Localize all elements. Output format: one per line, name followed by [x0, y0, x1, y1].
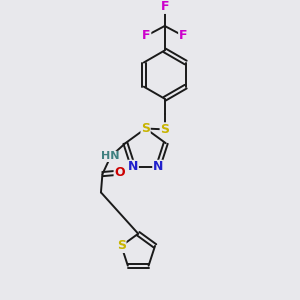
- Text: S: S: [117, 239, 126, 252]
- Text: S: S: [160, 123, 169, 136]
- Text: O: O: [114, 166, 125, 179]
- Text: HN: HN: [101, 152, 120, 161]
- Text: N: N: [128, 160, 138, 173]
- Text: S: S: [141, 122, 150, 135]
- Text: F: F: [142, 29, 151, 42]
- Text: F: F: [179, 29, 187, 42]
- Text: F: F: [160, 0, 169, 13]
- Text: N: N: [153, 160, 163, 173]
